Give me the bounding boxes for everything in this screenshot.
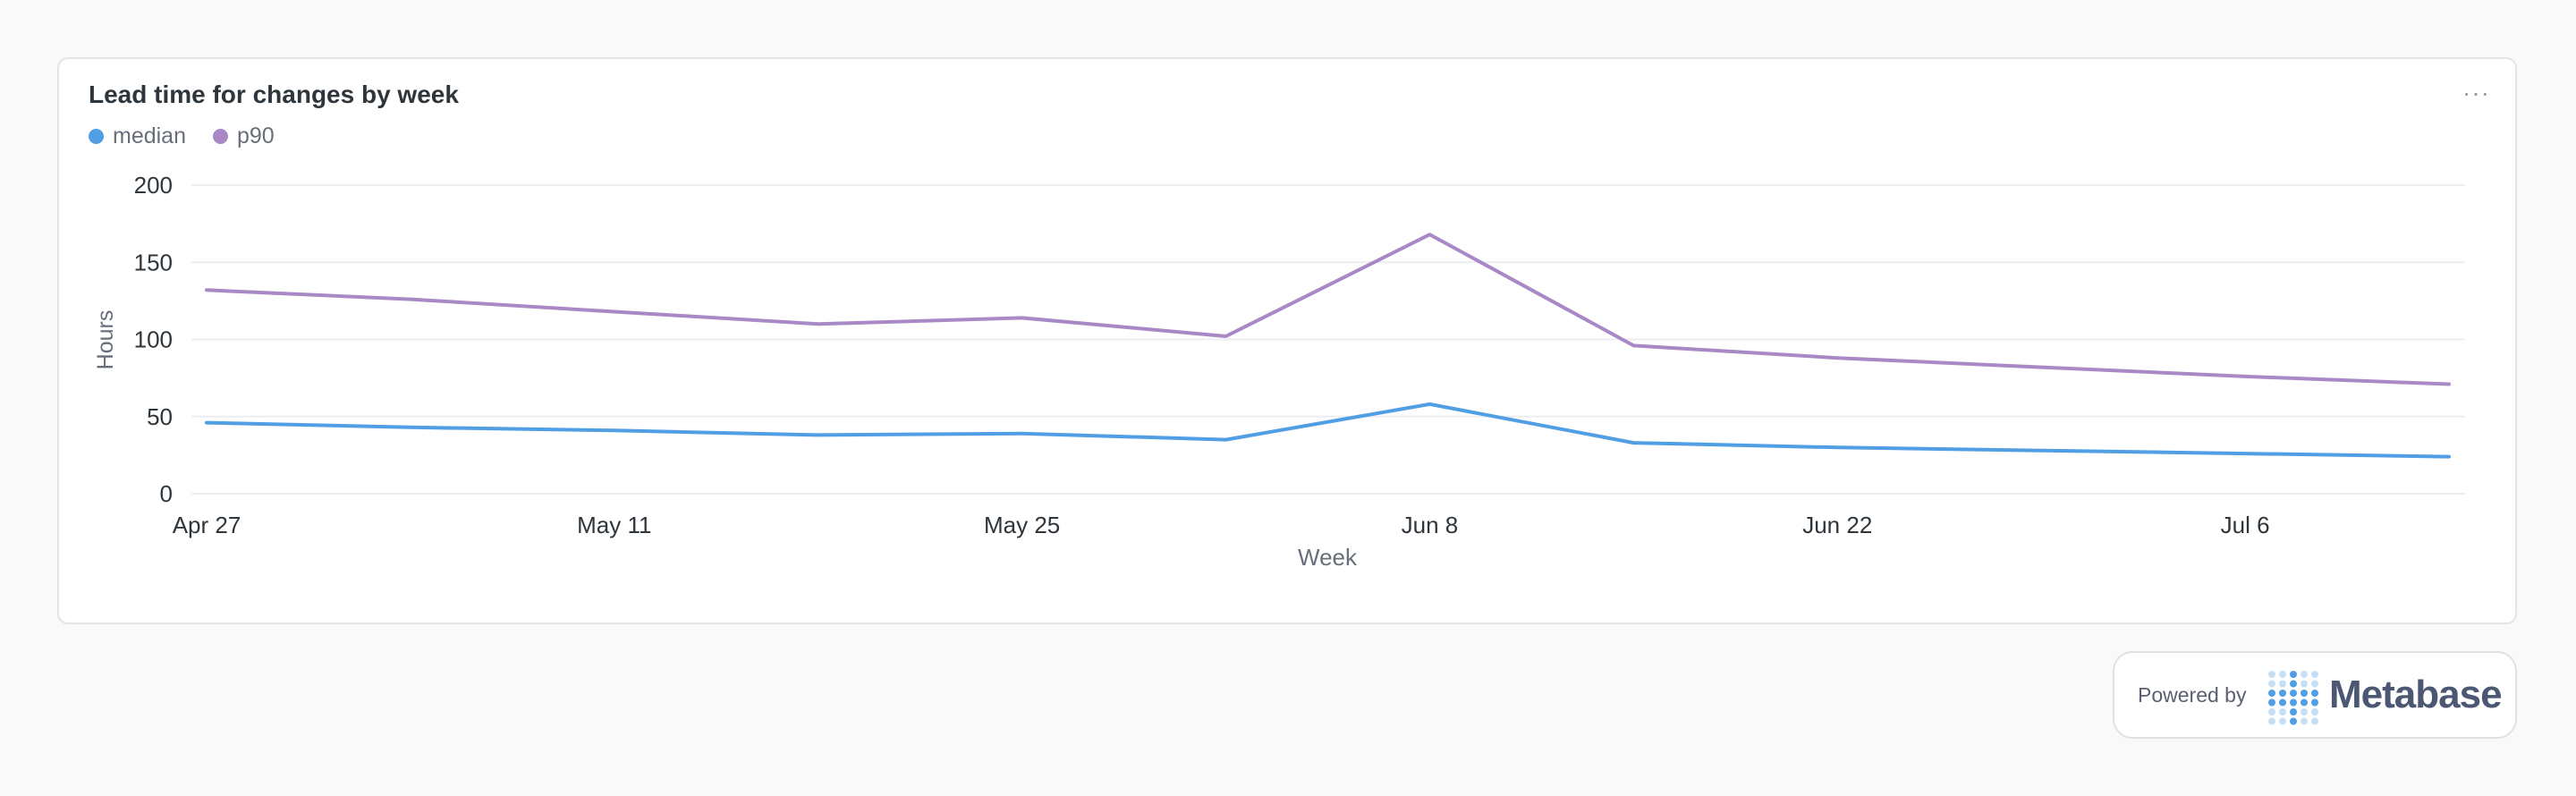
logo-dot [2268,680,2275,688]
logo-dot [2301,699,2308,707]
data-point-median[interactable] [2036,445,2046,456]
logo-dot [2279,690,2286,697]
series-line-median[interactable] [205,402,2451,459]
legend-label-median: median [113,123,186,148]
logo-dot [2311,671,2318,678]
logo-dot [2290,717,2297,725]
data-point-p90[interactable] [1221,331,1232,342]
ellipsis-icon[interactable]: ··· [2462,79,2490,106]
legend-dot-p90 [213,129,228,144]
series-line-p90[interactable] [205,233,2451,386]
x-tick-label: Jul 6 [2221,512,2270,538]
data-point-median[interactable] [2444,452,2454,462]
powered-by-badge[interactable]: Powered by Metabase [2113,651,2517,739]
legend-label-p90: p90 [237,123,275,148]
logo-dot [2279,671,2286,678]
series-layer [201,229,2454,462]
data-point-median[interactable] [2240,448,2250,459]
logo-dot [2311,708,2318,716]
logo-dot [2311,699,2318,707]
legend-dot-median [89,129,104,144]
logo-dot [2290,690,2297,697]
line-chart: 0 50 100 150 200 Apr 27 May 11 May 25 Jun 8 Jun … [93,172,2465,571]
logo-dot [2290,671,2297,678]
logo-dot [2301,671,2308,678]
chart-card: Lead time for changes by week ··· median… [57,57,2517,624]
data-point-median[interactable] [1017,428,1028,439]
data-point-median[interactable] [1424,399,1435,410]
logo-dot [2279,699,2286,707]
logo-dot [2290,699,2297,707]
logo-dot [2311,680,2318,688]
y-tick-label: 100 [134,326,173,353]
x-tick-label: Jun 8 [1402,512,1459,538]
chart-legend: median p90 [89,123,275,149]
logo-dot [2268,671,2275,678]
data-point-p90[interactable] [1017,312,1028,323]
logo-dot [2311,690,2318,697]
data-point-p90[interactable] [405,294,416,305]
metabase-logo-icon [2268,671,2318,725]
grid-layer [191,184,2465,495]
data-point-median[interactable] [813,429,824,440]
y-axis-label: Hours [93,310,118,370]
data-point-p90[interactable] [2036,362,2046,373]
logo-dot [2301,708,2308,716]
logo-dot [2279,708,2286,716]
x-axis-label: Week [1298,544,1358,571]
powered-by-brand: Metabase [2329,673,2503,716]
y-tick-label: 200 [134,172,173,199]
logo-dot [2268,699,2275,707]
legend-item-median[interactable]: median [89,123,186,149]
y-tick-label: 150 [134,249,173,275]
data-point-median[interactable] [1221,435,1232,445]
x-tick-label: Apr 27 [173,512,242,538]
data-point-p90[interactable] [2240,371,2250,382]
data-point-p90[interactable] [1424,229,1435,240]
logo-dot [2279,680,2286,688]
chart-title: Lead time for changes by week [89,80,459,108]
data-point-median[interactable] [201,418,212,428]
data-point-p90[interactable] [2444,379,2454,390]
legend-item-p90[interactable]: p90 [213,123,275,149]
data-point-p90[interactable] [813,318,824,329]
data-point-median[interactable] [1628,437,1639,448]
data-point-median[interactable] [609,425,620,436]
logo-dot [2301,717,2308,725]
x-tick-label: May 25 [984,512,1060,538]
data-point-median[interactable] [1832,442,1843,453]
data-point-p90[interactable] [1628,340,1639,351]
logo-dot [2268,717,2275,725]
logo-dot [2268,690,2275,697]
logo-dot [2268,708,2275,716]
logo-dot [2279,717,2286,725]
data-point-p90[interactable] [1832,352,1843,363]
data-point-p90[interactable] [201,284,212,295]
data-point-p90[interactable] [609,306,620,317]
data-point-median[interactable] [405,422,416,433]
y-tick-labels: 0 50 100 150 200 [134,172,173,507]
logo-dot [2301,690,2308,697]
logo-dot [2290,680,2297,688]
powered-by-label: Powered by [2138,683,2247,707]
x-tick-label: May 11 [577,512,651,538]
logo-dot [2301,680,2308,688]
x-tick-label: Jun 22 [1802,512,1872,538]
logo-dot [2290,708,2297,716]
y-tick-label: 50 [147,403,173,430]
x-tick-labels: Apr 27 May 11 May 25 Jun 8 Jun 22 Jul 6 [173,512,2270,538]
logo-dot [2311,717,2318,725]
y-tick-label: 0 [160,480,173,507]
